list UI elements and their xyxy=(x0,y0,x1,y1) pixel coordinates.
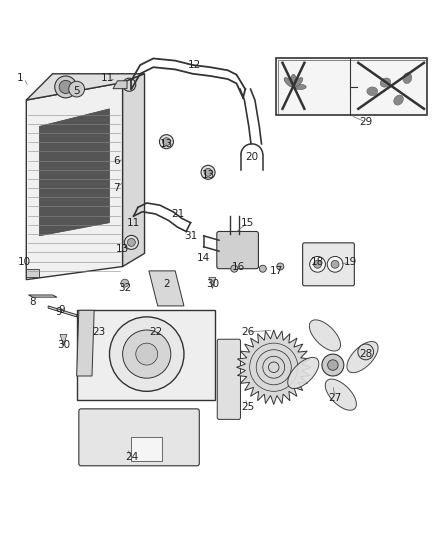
Circle shape xyxy=(59,80,72,93)
Polygon shape xyxy=(149,271,184,306)
FancyBboxPatch shape xyxy=(79,409,199,466)
Text: 22: 22 xyxy=(149,327,162,337)
Circle shape xyxy=(127,238,135,246)
Polygon shape xyxy=(123,74,145,266)
Text: 9: 9 xyxy=(58,305,65,316)
Text: 18: 18 xyxy=(311,257,324,267)
FancyBboxPatch shape xyxy=(303,243,354,286)
Text: 19: 19 xyxy=(344,257,357,267)
Ellipse shape xyxy=(394,95,403,105)
Circle shape xyxy=(314,260,321,268)
Polygon shape xyxy=(26,83,123,280)
Polygon shape xyxy=(60,334,67,345)
Text: 25: 25 xyxy=(241,402,254,411)
Polygon shape xyxy=(26,74,145,100)
FancyBboxPatch shape xyxy=(217,231,258,269)
Ellipse shape xyxy=(284,78,293,87)
Polygon shape xyxy=(237,330,311,405)
Text: 21: 21 xyxy=(171,209,184,219)
Polygon shape xyxy=(39,109,110,236)
Circle shape xyxy=(201,165,215,179)
Text: 6: 6 xyxy=(113,156,120,166)
Text: 27: 27 xyxy=(328,393,342,403)
Text: 2: 2 xyxy=(163,279,170,289)
Circle shape xyxy=(159,135,173,149)
Bar xyxy=(276,59,427,115)
Text: 32: 32 xyxy=(118,284,131,293)
Polygon shape xyxy=(113,81,127,88)
Circle shape xyxy=(327,256,343,272)
Circle shape xyxy=(55,76,77,98)
Text: 30: 30 xyxy=(206,279,219,289)
Circle shape xyxy=(331,260,339,268)
Text: 13: 13 xyxy=(116,244,129,254)
Bar xyxy=(278,60,426,114)
Circle shape xyxy=(231,265,238,272)
Circle shape xyxy=(310,256,325,272)
Circle shape xyxy=(69,81,85,97)
Polygon shape xyxy=(28,295,57,297)
Text: 28: 28 xyxy=(359,349,372,359)
Circle shape xyxy=(124,236,138,249)
Text: 31: 31 xyxy=(184,231,197,241)
Text: 23: 23 xyxy=(92,327,105,337)
Ellipse shape xyxy=(347,342,378,373)
Text: 16: 16 xyxy=(232,262,245,271)
Circle shape xyxy=(110,317,184,391)
Ellipse shape xyxy=(403,72,412,84)
Circle shape xyxy=(123,330,171,378)
Polygon shape xyxy=(131,437,162,462)
Polygon shape xyxy=(77,310,215,400)
Ellipse shape xyxy=(288,358,319,389)
Text: 12: 12 xyxy=(188,60,201,70)
Text: 17: 17 xyxy=(269,266,283,276)
Ellipse shape xyxy=(294,84,306,90)
Text: 13: 13 xyxy=(201,169,215,180)
Polygon shape xyxy=(209,278,216,288)
Circle shape xyxy=(204,168,212,176)
Circle shape xyxy=(358,344,374,360)
Text: 13: 13 xyxy=(160,139,173,149)
Ellipse shape xyxy=(367,87,378,96)
Polygon shape xyxy=(48,306,77,317)
Text: 26: 26 xyxy=(241,327,254,337)
Circle shape xyxy=(259,265,266,272)
Text: 9: 9 xyxy=(56,308,63,318)
Ellipse shape xyxy=(293,78,303,87)
Text: 29: 29 xyxy=(359,117,372,127)
Ellipse shape xyxy=(325,379,357,410)
Circle shape xyxy=(121,279,129,287)
Text: 15: 15 xyxy=(241,217,254,228)
Text: 10: 10 xyxy=(18,257,31,267)
Text: 11: 11 xyxy=(127,217,140,228)
Text: 7: 7 xyxy=(113,183,120,192)
Polygon shape xyxy=(77,310,94,376)
Text: 11: 11 xyxy=(101,73,114,83)
Circle shape xyxy=(136,343,158,365)
Ellipse shape xyxy=(291,74,296,86)
FancyBboxPatch shape xyxy=(217,339,240,419)
Circle shape xyxy=(162,138,170,146)
Text: 5: 5 xyxy=(73,86,80,96)
Ellipse shape xyxy=(380,78,391,87)
Ellipse shape xyxy=(309,320,340,351)
Circle shape xyxy=(322,354,344,376)
Text: 1: 1 xyxy=(16,73,23,83)
Text: 30: 30 xyxy=(57,341,70,350)
Text: 8: 8 xyxy=(29,296,36,306)
Text: 24: 24 xyxy=(125,452,138,462)
Text: 20: 20 xyxy=(245,152,258,162)
Text: 14: 14 xyxy=(197,253,210,263)
Polygon shape xyxy=(26,269,39,278)
Circle shape xyxy=(277,263,284,270)
Circle shape xyxy=(328,360,338,370)
